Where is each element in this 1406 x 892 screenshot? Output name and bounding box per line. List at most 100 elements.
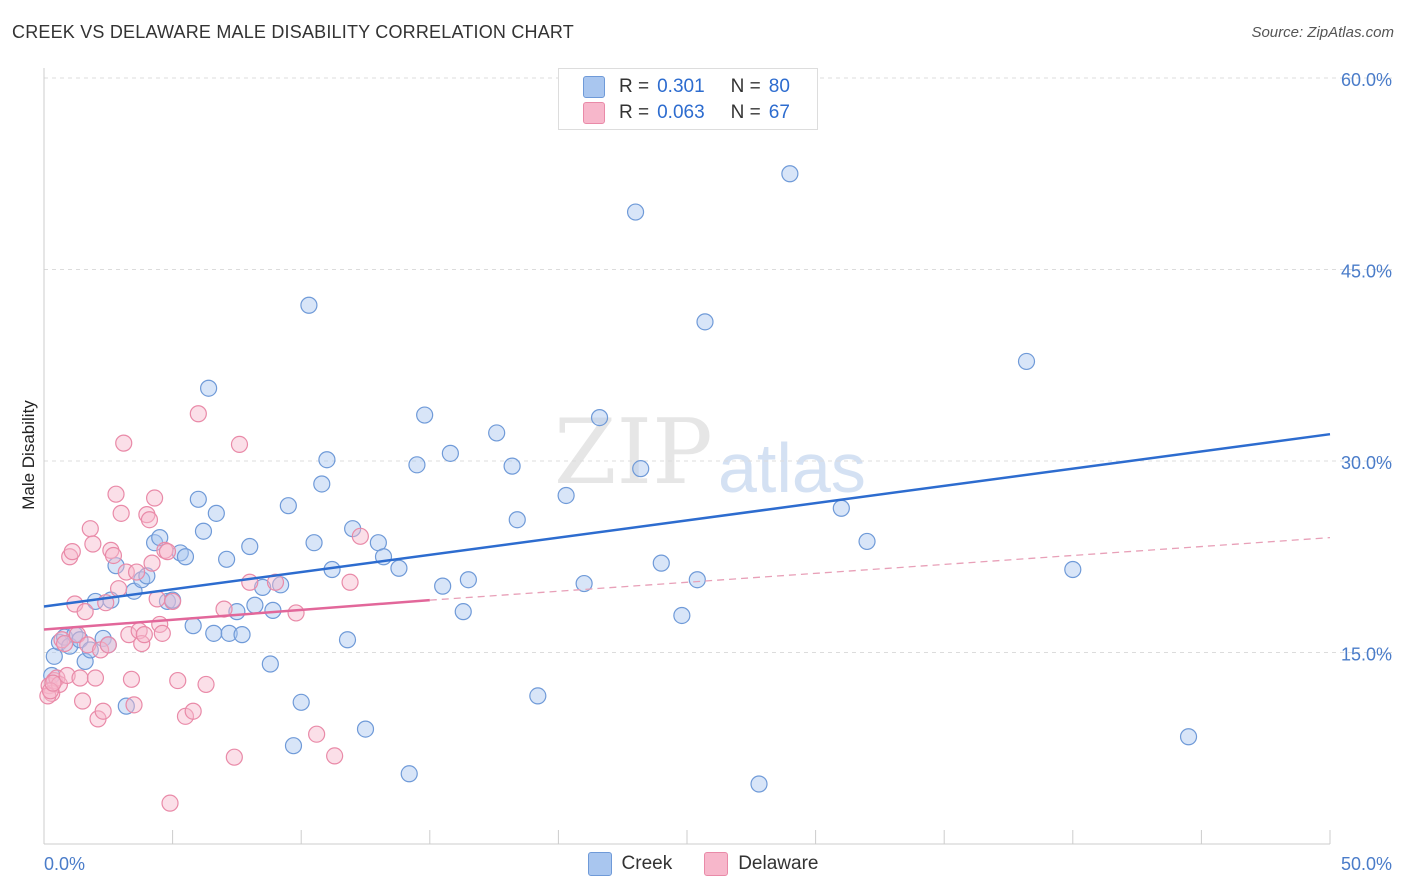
delaware-point [115,434,133,452]
y-tick-label: 30.0% [1341,453,1392,473]
creek-point [1017,352,1036,371]
creek-point [220,624,238,642]
bottom-legend: Creek Delaware [0,852,1406,876]
watermark-atlas: atlas [718,429,866,507]
creek-swatch [587,852,612,876]
creek-point [696,313,714,331]
creek-point [750,775,768,793]
delaware-point [143,554,161,572]
delaware-point [153,624,171,642]
delaware-point [112,504,130,522]
chart-title: CREEK VS DELAWARE MALE DISABILITY CORREL… [12,22,574,42]
trend-lines [43,432,1331,631]
creek-point [781,165,799,183]
delaware-point [94,702,112,720]
creek-point [233,626,251,644]
delaware-point [81,520,99,538]
delaware-point [164,592,182,611]
creek-points [43,165,1198,793]
y-tick-label: 15.0% [1341,645,1392,665]
creek-point [200,379,218,397]
legend-r-label: R = [619,102,650,123]
source-label: Source: ZipAtlas.com [1251,24,1394,41]
legend-creek-r: 0.301 [657,76,705,97]
creek-point [194,522,213,540]
y-axis-label: Male Disability [19,400,38,510]
creek-swatch [583,76,605,98]
delaware-point [76,603,94,621]
legend-row-creek: R = 0.301 N = 80 [583,75,790,99]
bottom-legend-creek: Creek [587,852,673,876]
delaware-point [230,435,249,454]
creek-point [338,631,357,649]
legend-r-label: R = [619,76,650,97]
delaware-point [122,670,141,688]
delaware-point [287,604,305,622]
delaware-point [125,696,143,714]
creek-point [189,490,207,508]
delaware-point [189,405,207,423]
delaware-point [63,543,81,561]
gridlines [44,77,1392,653]
creek-point [441,444,459,462]
bottom-legend-creek-label: Creek [621,853,673,874]
creek-point [529,687,547,705]
creek-point [652,554,670,572]
delaware-point [73,692,92,710]
creek-point [590,408,609,427]
delaware-point [351,527,369,545]
creek-point [138,567,156,585]
delaware-point [107,485,125,503]
delaware-point [145,489,164,507]
delaware-trend-line [43,598,430,631]
delaware-point [158,543,177,561]
y-tick-label: 45.0% [1341,262,1392,282]
creek-point [254,578,272,596]
creek-point [1064,560,1082,579]
delaware-point [86,669,105,687]
creek-point [557,486,575,505]
creek-point [107,557,125,575]
bottom-legend-delaware-label: Delaware [738,853,819,874]
creek-point [205,624,223,642]
creek-point [575,574,593,593]
delaware-swatch [704,852,729,876]
delaware-point [161,794,179,812]
creek-point [313,475,331,493]
creek-point [284,737,303,755]
axes [43,68,1331,845]
y-tick-label: 60.0% [1341,70,1392,90]
delaware-point [99,636,117,654]
creek-point [184,617,202,635]
delaware-point [140,511,159,529]
delaware-point [104,546,123,565]
creek-point [408,456,426,474]
legend-delaware-n: 67 [768,102,790,123]
creek-point [673,606,691,625]
creek-point [434,577,452,595]
legend-n-label: N = [730,102,761,123]
delaware-point [135,626,153,644]
creek-point [390,559,408,577]
creek-point [264,601,282,619]
creek-point [207,504,225,522]
x-tick-label: 50.0% [1341,854,1392,874]
delaware-point [79,636,97,654]
legend: R = 0.301 N = 80 R = 0.063 N = 67 [558,68,818,130]
creek-point [241,537,259,556]
delaware-point [127,563,146,581]
delaware-point [71,669,89,687]
delaware-point [58,666,76,685]
creek-point [1179,728,1198,746]
legend-row-delaware: R = 0.063 N = 67 [583,101,790,125]
creek-point [503,457,521,475]
creek-point [261,655,279,673]
creek-point [218,550,236,568]
creek-point [356,720,375,738]
delaware-points [39,405,369,812]
creek-point [858,532,876,551]
delaware-point [341,573,359,591]
creek-point [626,203,645,221]
creek-point [318,451,336,469]
